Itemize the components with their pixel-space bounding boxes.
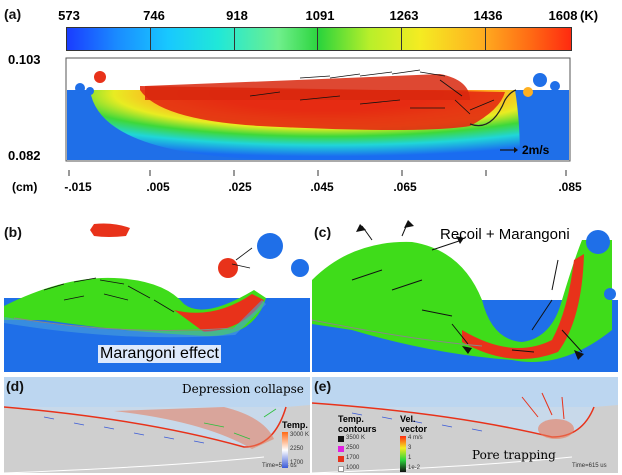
y-axis-top-label: 0.103	[8, 52, 41, 67]
colorbar-unit: (K)	[580, 8, 599, 23]
melt-pool-simulation-d	[4, 377, 310, 473]
panel-d-label: (d)	[6, 378, 24, 394]
x-tick-085: .085	[558, 180, 582, 194]
colorbar-tick-1263: 1263	[389, 8, 419, 23]
temperature-legend-swatch	[282, 432, 288, 468]
contour-value-2: 1700	[346, 455, 360, 461]
time-label-e: Time=615 us	[572, 463, 607, 469]
y-axis-bottom-label: 0.082	[8, 148, 41, 163]
velocity-reference-label: 2m/s	[522, 143, 550, 157]
panel-b-label: (b)	[4, 224, 22, 240]
time-label-d: Time=593 us	[262, 463, 297, 469]
contours-legend-title: Temp. contours	[338, 414, 377, 434]
colorbar-tick-573: 573	[58, 8, 80, 23]
temperature-legend-title: Temp.	[282, 420, 308, 430]
x-tick-neg015: -.015	[64, 180, 92, 194]
temperature-legend-value-1: 2250	[290, 446, 304, 452]
panel-c-label: (c)	[314, 224, 332, 240]
x-tick-005: .005	[146, 180, 170, 194]
melt-pool-simulation-a	[65, 57, 571, 176]
panel-a-label: (a)	[4, 6, 22, 22]
x-axis-unit-label: (cm)	[12, 180, 38, 194]
colorbar-tick-1091: 1091	[305, 8, 335, 23]
pore-trapping-annotation: Pore trapping	[472, 448, 556, 462]
contour-value-0: 3500 K	[346, 435, 366, 441]
contour-value-1: 2500	[346, 445, 360, 451]
colorbar-tick-1436: 1436	[473, 8, 503, 23]
velocity-legend-title: Vel. vector	[400, 414, 428, 434]
temperature-legend: Temp. 3000 K 2250 1700	[282, 420, 316, 474]
x-tick-065: .065	[393, 180, 417, 194]
depression-collapse-annotation: Depression collapse	[182, 382, 304, 396]
colorbar-tick-1608: 1608	[548, 8, 578, 23]
velocity-value-3: 1e-2	[408, 465, 421, 471]
melt-pool-simulation-c	[312, 220, 618, 372]
colorbar-tick-918: 918	[226, 8, 248, 23]
temperature-contours-legend: Temp. contours 3500 K 2500 1700 1000	[338, 414, 394, 474]
contour-value-3: 1000	[346, 465, 360, 471]
velocity-value-0: 4 m/s	[408, 435, 423, 441]
melt-pool-simulation-e	[312, 377, 618, 473]
x-tick-045: .045	[310, 180, 334, 194]
velocity-vector-legend: Vel. vector 4 m/s 3 1 1e-2	[400, 414, 440, 474]
marangoni-effect-annotation: Marangoni effect	[98, 345, 221, 363]
panel-e-label: (e)	[314, 378, 332, 394]
temperature-legend-value-2: 1700	[290, 460, 304, 466]
x-tick-025: .025	[228, 180, 252, 194]
temperature-legend-value-0: 3000 K	[290, 432, 310, 438]
velocity-value-1: 3	[408, 445, 412, 451]
temperature-colorbar	[66, 27, 572, 51]
recoil-marangoni-annotation: Recoil + Marangoni	[440, 226, 570, 243]
colorbar-tick-746: 746	[143, 8, 165, 23]
velocity-value-2: 1	[408, 455, 412, 461]
